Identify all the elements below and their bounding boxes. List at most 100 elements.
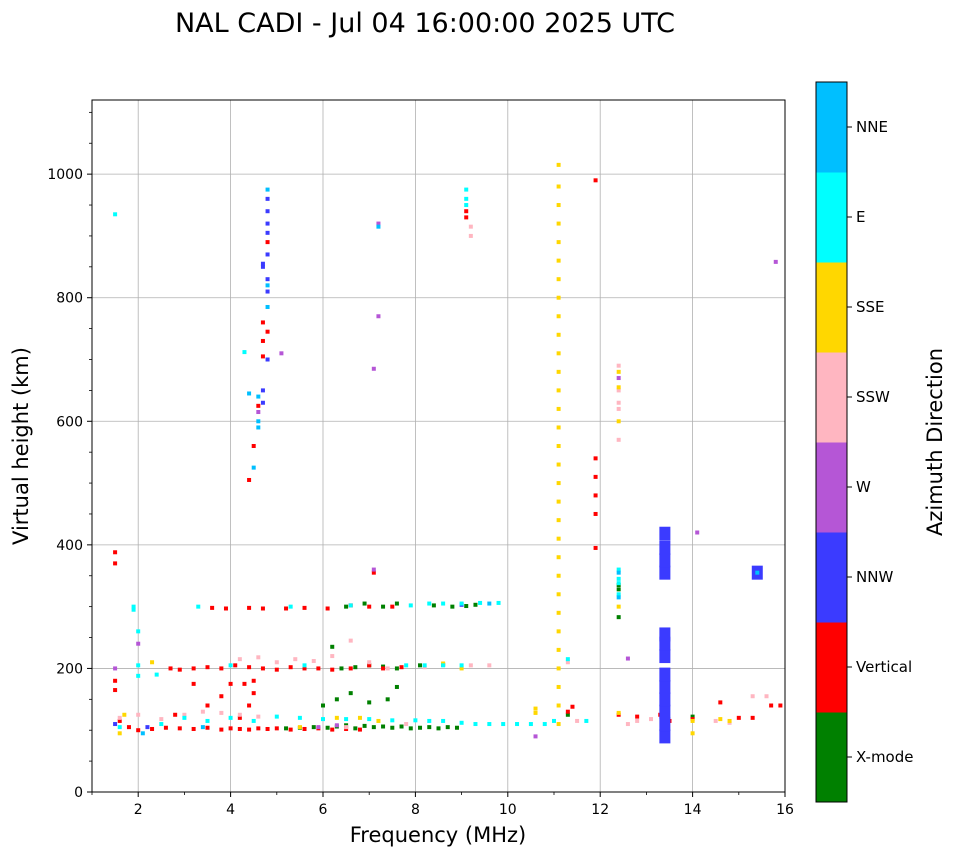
data-point [339,666,344,671]
data-point [556,162,561,167]
data-point [228,726,233,731]
data-point [256,714,261,719]
data-point [616,419,621,424]
data-point [260,666,265,671]
data-point [616,400,621,405]
data-point [659,540,671,555]
data-point [265,304,270,309]
data-point [556,388,561,393]
data-point [616,567,621,572]
data-point [247,605,252,610]
data-point [464,604,469,609]
data-point [228,663,233,668]
data-point [659,717,671,732]
data-point [394,684,399,689]
data-point [237,715,242,720]
data-point [659,729,671,744]
data-point [362,601,367,606]
data-point [441,718,446,723]
data-point [390,604,395,609]
data-point [302,663,307,668]
data-point [454,725,459,730]
data-point [321,717,325,722]
data-point [297,725,302,730]
data-point [556,647,561,652]
colorbar-segment [816,442,847,533]
data-point [616,710,621,715]
data-point [191,681,196,686]
data-point [487,722,492,727]
data-point [260,261,265,266]
x-tick-label: 6 [319,802,328,818]
data-point [459,666,464,671]
data-point [556,499,561,504]
data-point [713,718,718,723]
data-point [625,722,630,727]
data-point [528,722,533,727]
data-point [256,425,261,430]
data-point [718,717,723,722]
data-point [441,601,446,606]
data-point [649,717,654,722]
data-point [237,657,242,662]
data-point [501,722,506,727]
data-point [145,725,150,730]
data-point [260,606,265,611]
data-point [357,715,362,720]
data-point [251,465,256,470]
data-point [556,481,561,486]
data-point [394,601,399,606]
data-point [464,187,469,192]
data-point [353,665,358,670]
data-point [260,400,265,405]
data-point [371,567,376,572]
data-point [764,694,769,699]
data-point [260,320,265,325]
data-point [362,723,367,728]
data-point [279,351,284,356]
data-point [695,530,700,535]
data-point [565,709,570,714]
data-point [242,681,247,686]
data-point [330,644,335,649]
data-point [219,727,224,732]
data-point [478,600,483,605]
data-point [191,726,196,731]
data-point [247,477,252,482]
data-point [219,694,224,699]
x-tick-label: 2 [134,802,143,818]
data-point [468,224,473,229]
data-point [659,667,671,682]
data-point [616,604,621,609]
data-point [251,444,256,448]
data-points-layer [113,162,783,744]
data-point [408,726,413,731]
x-tick-label: 8 [411,802,420,818]
data-point [265,240,270,245]
data-point [616,576,621,581]
data-point [778,703,783,708]
data-point [755,570,760,575]
data-point [237,726,242,731]
data-point [556,536,561,541]
data-point [274,726,279,731]
data-point [196,604,201,609]
data-point [117,725,122,730]
data-point [247,703,252,708]
colorbar: X-mode Vertical NNW W SSW SSE E NNE [815,81,913,803]
data-point [247,727,252,732]
data-point [191,666,196,671]
data-point [288,604,293,609]
data-point [376,224,381,229]
data-point [565,657,570,662]
data-point [205,703,210,708]
data-point [616,615,621,620]
data-point [367,604,372,609]
data-point [533,710,538,715]
colorbar-frame [815,81,848,803]
data-point [533,706,538,711]
data-point [736,715,741,720]
data-point [542,722,547,727]
y-tick-label: 600 [56,414,83,430]
data-point [150,726,155,731]
